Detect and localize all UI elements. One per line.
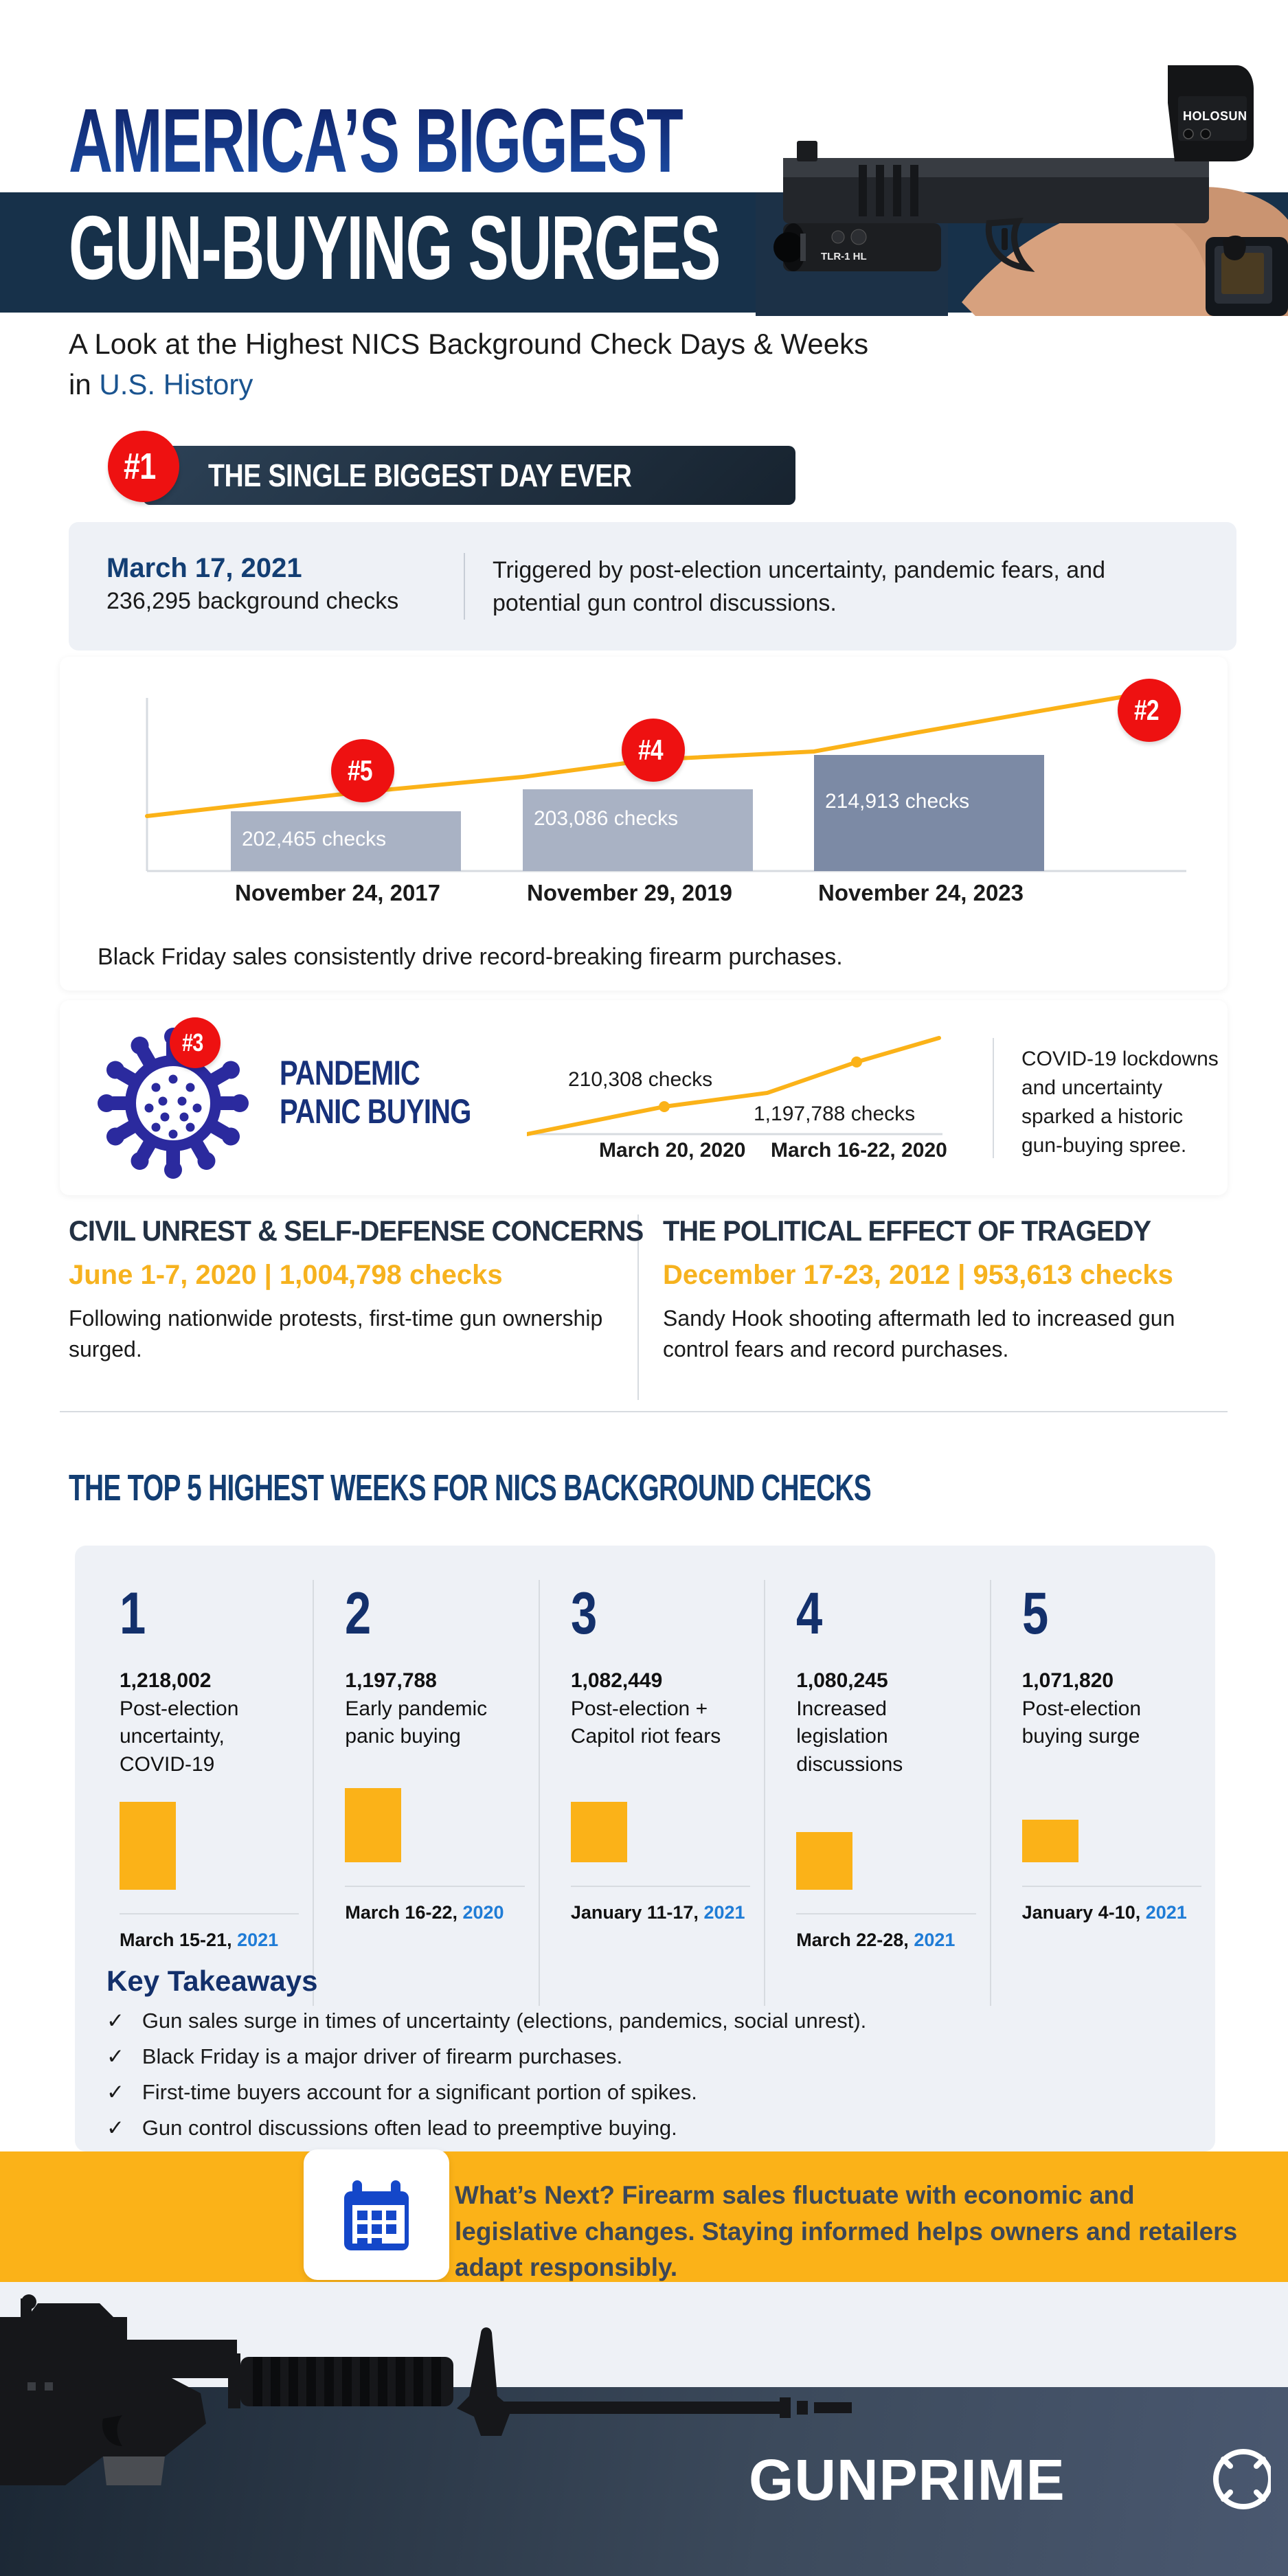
svg-text:210,308 checks: 210,308 checks <box>568 1068 712 1091</box>
svg-text:November 29, 2019: November 29, 2019 <box>527 880 732 905</box>
svg-text:March 20, 2020: March 20, 2020 <box>599 1139 745 1162</box>
svg-text:March 16-22, 2020: March 16-22, 2020 <box>771 1139 947 1162</box>
svg-text:202,465 checks: 202,465 checks <box>242 828 386 850</box>
svg-text:214,913 checks: 214,913 checks <box>825 790 969 813</box>
svg-text:November 24, 2017: November 24, 2017 <box>235 880 440 905</box>
svg-text:203,086 checks: 203,086 checks <box>534 807 678 830</box>
svg-text:HOLOSUN: HOLOSUN <box>1183 109 1247 123</box>
svg-text:GUNPRIME: GUNPRIME <box>749 2448 1065 2512</box>
svg-text:1,197,788 checks: 1,197,788 checks <box>754 1103 915 1125</box>
svg-text:TLR-1 HL: TLR-1 HL <box>821 251 867 262</box>
svg-text:November 24, 2023: November 24, 2023 <box>818 880 1024 905</box>
